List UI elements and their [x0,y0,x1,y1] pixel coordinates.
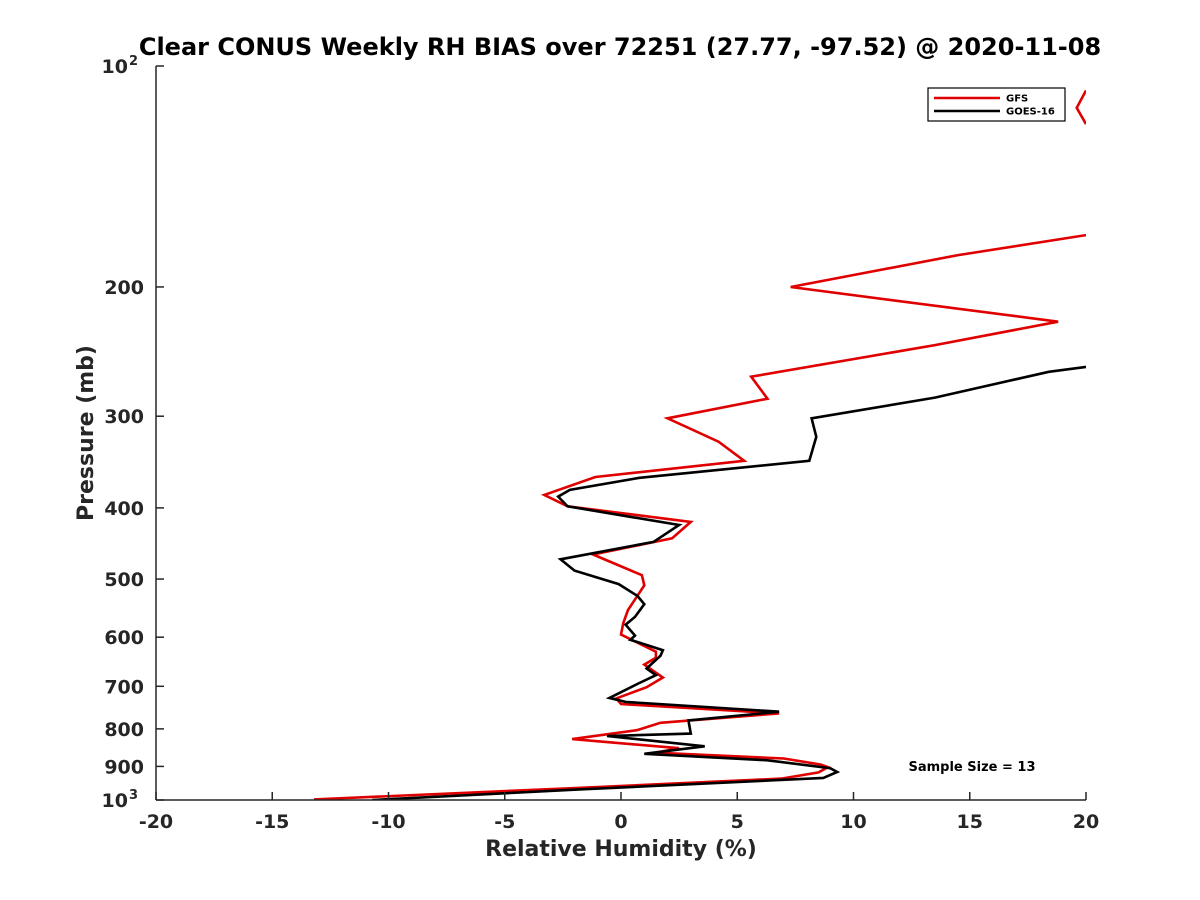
x-tick-label: 10 [840,811,866,833]
x-tick-label: -10 [371,811,405,833]
y-tick-label: 200 [104,277,144,299]
y-tick-exponent: 2 [129,54,138,69]
legend-label-gfs: GFS [1006,94,1028,105]
y-tick-label: 10 [102,56,128,78]
chart-title: Clear CONUS Weekly RH BIAS over 72251 (2… [139,33,1101,61]
y-tick-label: 10 [102,790,128,812]
sample-size-annotation: Sample Size = 13 [908,760,1035,775]
x-axis-ticks: -20 -15 -10 -5 0 5 10 15 20 [139,792,1099,833]
y-tick-label: 600 [104,627,144,649]
plot-area: -20 -15 -10 -5 0 5 10 15 20 10 220030040050060070… [102,54,1100,833]
y-tick-label: 500 [104,569,144,591]
y-tick-label: 700 [104,676,144,698]
legend: GFS GOES-16 [927,87,1066,122]
y-tick-label: 800 [104,719,144,741]
x-tick-label: 15 [957,811,983,833]
x-tick-label: -15 [255,811,289,833]
y-tick-label: 900 [104,756,144,778]
x-tick-label: 0 [614,811,627,833]
x-axis-label: Relative Humidity (%) [485,837,757,862]
x-tick-label: 5 [731,811,744,833]
y-tick-exponent: 3 [129,788,138,803]
legend-label-goes16: GOES-16 [1006,107,1055,118]
series-line-goes-16 [372,365,1086,800]
legend-box [927,87,1066,122]
series-line-gfs [314,89,1086,800]
y-tick-label: 400 [104,498,144,520]
x-tick-label: -5 [494,811,515,833]
y-tick-label: 300 [104,406,144,428]
y-axis-label: Pressure (mb) [74,345,99,521]
series-layer [314,89,1086,800]
x-tick-label: -20 [139,811,173,833]
x-tick-label: 20 [1073,811,1099,833]
